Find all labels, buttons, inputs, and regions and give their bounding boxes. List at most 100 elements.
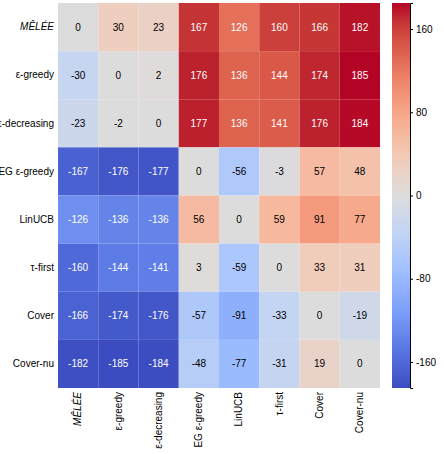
cell <box>340 51 380 99</box>
x-tick-label: LinUCB <box>233 392 244 427</box>
cell <box>300 244 340 292</box>
cell <box>259 147 299 195</box>
cell-label: -126 <box>68 214 88 225</box>
colorbar <box>392 3 410 388</box>
colorbar-axis-line <box>411 4 414 389</box>
cell-label: -176 <box>149 310 169 321</box>
colorbar-tick-mark <box>410 196 413 197</box>
cell <box>179 147 219 195</box>
cell-label: 56 <box>193 214 205 225</box>
cell-label: 185 <box>352 70 369 81</box>
cell-label: -184 <box>149 358 169 369</box>
cell <box>179 340 219 388</box>
cell <box>219 244 259 292</box>
cell <box>98 292 138 340</box>
cell-label: 91 <box>314 214 326 225</box>
cell-label: -182 <box>68 358 88 369</box>
cell-label: -144 <box>108 262 128 273</box>
cell <box>300 3 340 51</box>
cell-label: 0 <box>196 166 202 177</box>
cell <box>98 99 138 147</box>
colorbar-tick: -160 <box>410 357 436 368</box>
cell-label: 0 <box>75 22 81 33</box>
x-tick-label: Cover <box>314 391 325 418</box>
x-tick-label: ε-greedy <box>113 392 124 430</box>
cell-label: -176 <box>108 166 128 177</box>
cell-label: -160 <box>68 262 88 273</box>
x-axis: MÊLÉE ε-greedy ε-decreasing EG ε-greedy LinU… <box>71 391 365 448</box>
cell-label: 126 <box>231 22 248 33</box>
x-tick: EG ε-greedy <box>193 392 204 448</box>
y-tick: Cover <box>27 310 54 321</box>
cell-label: -56 <box>232 166 247 177</box>
cell-label: -30 <box>71 70 86 81</box>
cell-label: -33 <box>272 310 287 321</box>
cell-label: 177 <box>191 118 208 129</box>
cell <box>219 196 259 244</box>
colorbar-tick: 80 <box>410 107 428 118</box>
cell-label: 19 <box>314 358 326 369</box>
x-tick-label: EG ε-greedy <box>193 392 204 448</box>
cell-label: -19 <box>353 310 368 321</box>
y-tick-label: Cover <box>27 310 54 321</box>
colorbar-tick-mark <box>410 362 413 363</box>
colorbar-tick-mark <box>410 279 413 280</box>
x-tick: ε-decreasing <box>153 392 164 449</box>
cell <box>340 196 380 244</box>
cell <box>300 292 340 340</box>
cell-label: 0 <box>156 118 162 129</box>
colorbar-axis: -160-80080160 <box>410 4 436 389</box>
cell-label: -167 <box>68 166 88 177</box>
cell-label: 167 <box>191 22 208 33</box>
cell <box>58 244 98 292</box>
cell-label: -166 <box>68 310 88 321</box>
x-tick: ε-greedy <box>113 392 124 430</box>
cell <box>98 196 138 244</box>
y-tick-label: EG ε-greedy <box>0 166 54 177</box>
cell-label: -59 <box>232 262 247 273</box>
y-tick-label: ε-greedy <box>16 69 54 80</box>
cell <box>259 244 299 292</box>
x-tick-label: MÊLÉE <box>71 392 83 426</box>
cell-label: -2 <box>114 118 123 129</box>
cell <box>340 340 380 388</box>
cell <box>98 340 138 388</box>
cell <box>139 196 179 244</box>
y-axis: MÊLÉE ε-greedy ε-decreasing EG ε-greedy LinU… <box>0 20 55 369</box>
cell <box>139 292 179 340</box>
cell-label: -23 <box>71 118 86 129</box>
cell <box>139 147 179 195</box>
cell <box>219 147 259 195</box>
x-tick-label: Cover-nu <box>354 392 365 433</box>
cell-label: 144 <box>271 70 288 81</box>
cell <box>340 244 380 292</box>
cell-label: 59 <box>274 214 286 225</box>
cell <box>58 292 98 340</box>
cell <box>179 196 219 244</box>
cell-label: 48 <box>354 166 366 177</box>
y-tick-label: τ-first <box>31 262 55 273</box>
y-tick-label: MÊLÉE <box>20 20 54 32</box>
cell-label: 184 <box>352 118 369 129</box>
cell-label: -48 <box>192 358 207 369</box>
cell <box>300 340 340 388</box>
cell <box>259 3 299 51</box>
y-tick: MÊLÉE <box>20 20 54 32</box>
cell-label: -177 <box>149 166 169 177</box>
cell <box>179 244 219 292</box>
cell-label: -77 <box>232 358 247 369</box>
cell <box>98 51 138 99</box>
y-tick: LinUCB <box>20 214 55 225</box>
cell-label: 141 <box>271 118 288 129</box>
cell <box>58 99 98 147</box>
cell-label: 0 <box>277 262 283 273</box>
x-tick: τ-first <box>274 392 285 416</box>
y-tick: ε-decreasing <box>0 118 54 129</box>
colorbar-tick-mark <box>410 112 413 113</box>
cell <box>340 292 380 340</box>
cell <box>259 340 299 388</box>
colorbar-tick: 0 <box>410 190 422 201</box>
cell-label: -57 <box>192 310 207 321</box>
heatmap-chart: 03023167126160166182-3002176136144174185… <box>0 0 444 454</box>
cell <box>58 147 98 195</box>
